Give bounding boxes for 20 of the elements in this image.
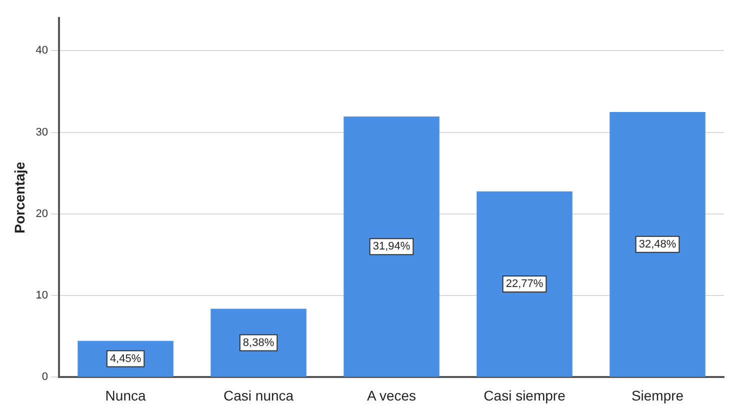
y-tick-label: 20 (36, 208, 48, 220)
x-tick-label: A veces (367, 387, 416, 404)
data-label: 22,77% (506, 278, 544, 290)
x-tick-label: Casi siempre (484, 387, 566, 404)
y-tick-label: 0 (42, 371, 48, 384)
bar (210, 308, 306, 377)
x-tick-label: Casi nunca (224, 387, 294, 404)
data-label: 8,38% (242, 336, 274, 349)
y-tick-label: 30 (36, 126, 48, 138)
x-tick-label: Siempre (631, 387, 684, 404)
bar (344, 116, 440, 377)
y-axis-title: Porcentaje (11, 162, 28, 234)
data-label: 4,45% (110, 352, 142, 365)
y-tick-label: 10 (36, 290, 48, 302)
bar (610, 112, 706, 377)
bar (476, 191, 572, 377)
data-label: 31,94% (372, 240, 410, 253)
y-tick-label: 40 (36, 44, 48, 57)
x-tick-label: Nunca (105, 387, 146, 404)
data-label: 32,48% (638, 238, 676, 250)
